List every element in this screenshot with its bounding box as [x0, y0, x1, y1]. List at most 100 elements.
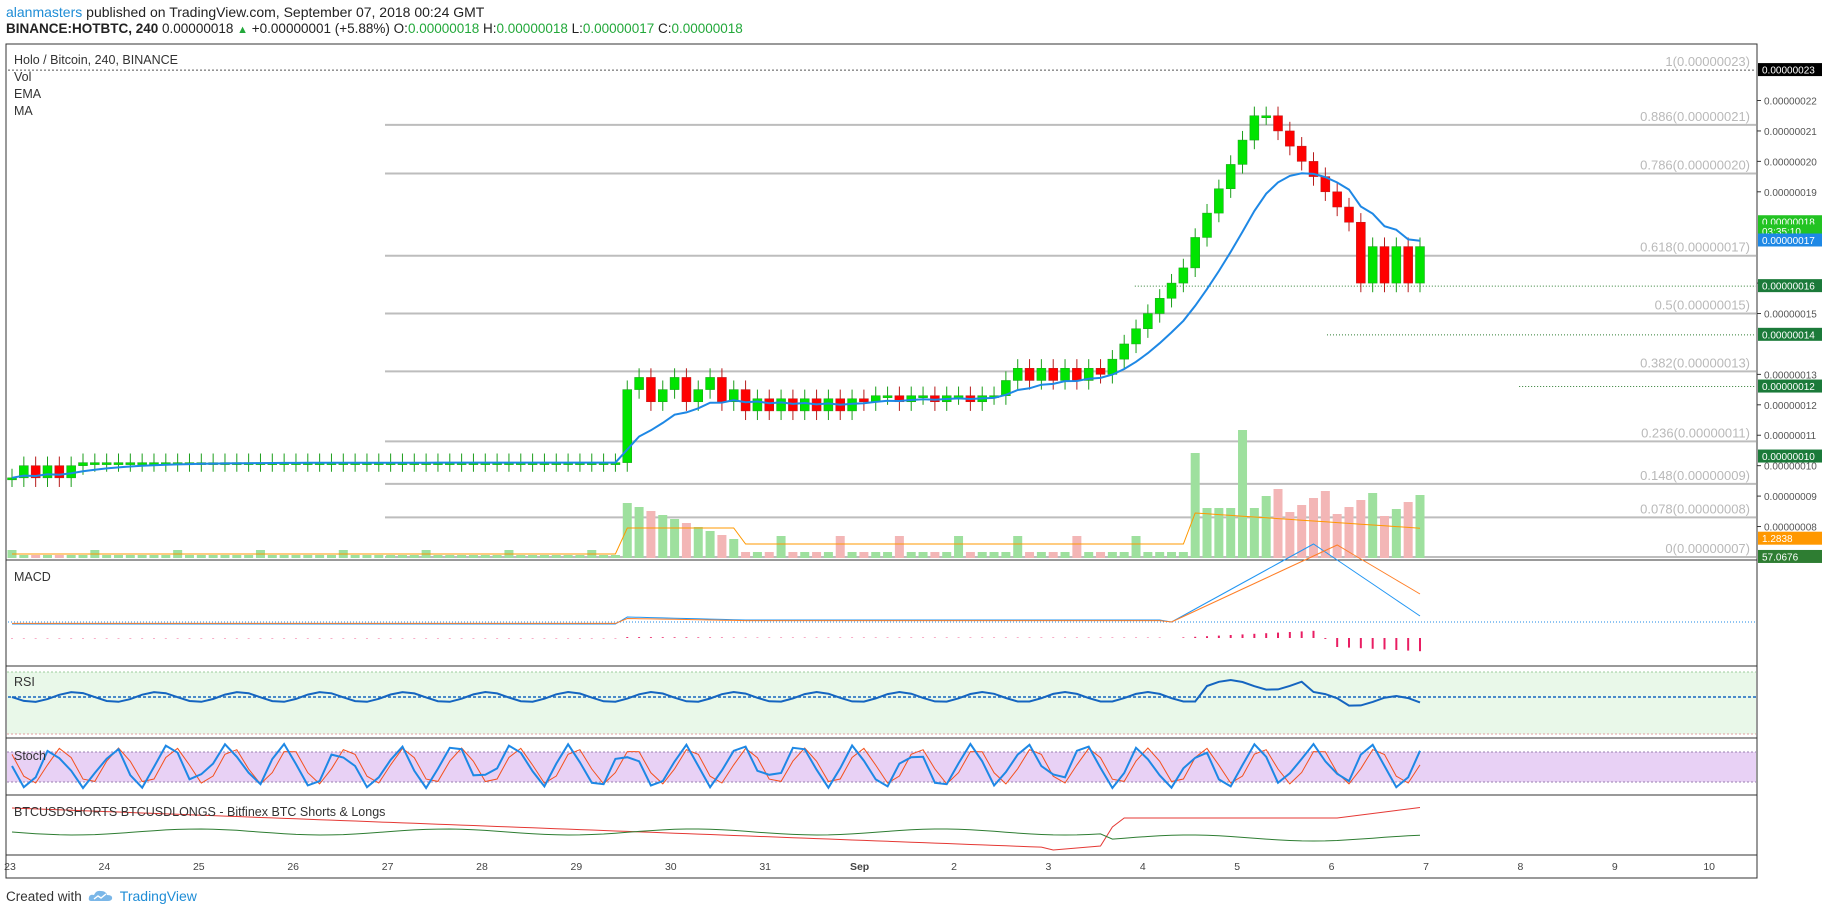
legend-stoch[interactable]: Stoch	[14, 749, 46, 763]
fib-label: 0.078(0.00000008)	[1640, 501, 1750, 516]
candle-up	[776, 398, 786, 412]
price-tick-label: 0.00000019	[1764, 188, 1817, 199]
candle-up	[882, 395, 893, 398]
volume-bar	[54, 555, 64, 558]
legend-shorts-longs[interactable]: BTCUSDSHORTS BTCUSDLONGS - Bitfinex BTC …	[14, 805, 385, 819]
time-label: 3	[1045, 861, 1051, 873]
time-label: 29	[571, 861, 583, 873]
legend-ema[interactable]: EMA	[14, 87, 42, 101]
created-with: Created with	[6, 888, 82, 904]
volume-bar	[1332, 514, 1342, 558]
volume-bar	[516, 555, 526, 558]
volume-bar	[528, 555, 538, 558]
ema-polyline	[11, 172, 1421, 479]
volume-bar	[859, 552, 869, 558]
macd-line	[12, 543, 1421, 625]
candles	[7, 106, 1425, 487]
candle-up	[953, 395, 964, 398]
volume-bar	[1072, 536, 1082, 558]
candle-up	[1214, 188, 1224, 214]
time-label: 27	[382, 861, 394, 873]
fib-label: 0(0.00000007)	[1665, 541, 1750, 556]
rsi-line	[11, 678, 1421, 707]
time-label: 31	[759, 861, 771, 873]
stoch-k-line	[11, 742, 1421, 790]
candle-up	[42, 465, 53, 479]
volume-bar	[681, 523, 691, 558]
time-label: 10	[1703, 861, 1715, 873]
volume-bar	[717, 535, 727, 558]
price-axis[interactable]: 0.00000022 0.00000021 0.00000020 0.00000019…	[1757, 63, 1822, 563]
volume-bar	[31, 555, 41, 558]
volume-bar	[1001, 552, 1011, 558]
candle-up	[669, 377, 680, 390]
candle-up	[1261, 115, 1271, 118]
volume-bar	[1155, 552, 1165, 558]
volume-bar	[835, 536, 845, 558]
price-tick-label: 0.00000015	[1764, 310, 1817, 321]
volume-bar	[871, 552, 881, 558]
volume-bar	[693, 527, 703, 558]
price-tag	[1758, 233, 1822, 247]
time-label: Sep	[850, 861, 869, 873]
price-tick-label: 0.00000011	[1764, 431, 1817, 442]
volume-bar	[575, 555, 585, 558]
ohlc-line: BINANCE:HOTBTC, 240 0.00000018 ▲ +0.0000…	[6, 20, 743, 39]
volume-bar	[1131, 536, 1141, 558]
longs-line	[11, 828, 1421, 842]
volume-bar	[326, 555, 336, 558]
close-label: C:	[657, 21, 672, 36]
footer: Created with TradingView	[6, 888, 197, 904]
volume-bar	[930, 552, 940, 558]
volume-bar	[362, 555, 372, 558]
volume-bar	[137, 555, 147, 558]
time-label: 5	[1234, 861, 1240, 873]
price-tick-label: 0.00000013	[1764, 370, 1817, 381]
open-value: 0.00000018	[407, 21, 480, 36]
volume-bar	[977, 552, 987, 558]
low-label: L:	[571, 21, 583, 36]
volume-bar	[1202, 508, 1212, 558]
volume-bar	[1096, 552, 1106, 558]
volume-bar	[196, 555, 206, 558]
fib-label: 0.236(0.00000011)	[1641, 425, 1750, 440]
volume-bar	[457, 555, 467, 558]
volume-bar	[315, 555, 325, 558]
volume-bar	[800, 552, 810, 558]
fib-retracement[interactable]: 1(0.00000023) 0.886(0.00000021) 0.786(0.00…	[8, 54, 1756, 558]
time-label: 30	[665, 861, 677, 873]
volume-bar	[1285, 512, 1295, 558]
price-tag-label: 0.00000010	[1762, 452, 1815, 463]
candle-down	[54, 465, 65, 479]
volume-bar	[267, 555, 277, 558]
time-axis[interactable]: 23 24 25 26 27 28 29 30 31 Sep 2 3 4 5 6 7 8 9 10	[4, 861, 1715, 873]
tradingview-link[interactable]: TradingView	[119, 888, 197, 904]
author-link[interactable]: alanmasters	[6, 4, 83, 20]
candle-down	[717, 377, 727, 403]
time-label: 25	[193, 861, 205, 873]
candle-up	[1225, 164, 1236, 190]
volume-bar	[1025, 552, 1035, 558]
volume-bar	[397, 555, 407, 558]
legend-title[interactable]: Holo / Bitcoin, 240, BINANCE	[14, 53, 178, 67]
legend-ma[interactable]: MA	[14, 104, 33, 118]
volume-bar	[374, 555, 384, 558]
volume-bar	[954, 536, 964, 558]
price-tag	[1758, 549, 1822, 563]
volume-bar	[1415, 495, 1425, 558]
legend-macd[interactable]: MACD	[14, 570, 51, 584]
high-label: H:	[483, 21, 497, 36]
volume-bar	[468, 555, 478, 558]
legend-vol[interactable]: Vol	[14, 70, 31, 84]
volume-bar	[480, 555, 490, 558]
shorts-longs-series	[11, 807, 1421, 851]
volume-bar	[1143, 552, 1153, 558]
legend-rsi[interactable]: RSI	[14, 675, 35, 689]
price-tag-label: 03:35:10	[1762, 227, 1801, 238]
candle-up	[918, 395, 928, 398]
candle-down	[1356, 221, 1366, 284]
volume-bar	[19, 555, 29, 558]
volume-bar	[989, 552, 999, 558]
candle-down	[30, 465, 41, 479]
